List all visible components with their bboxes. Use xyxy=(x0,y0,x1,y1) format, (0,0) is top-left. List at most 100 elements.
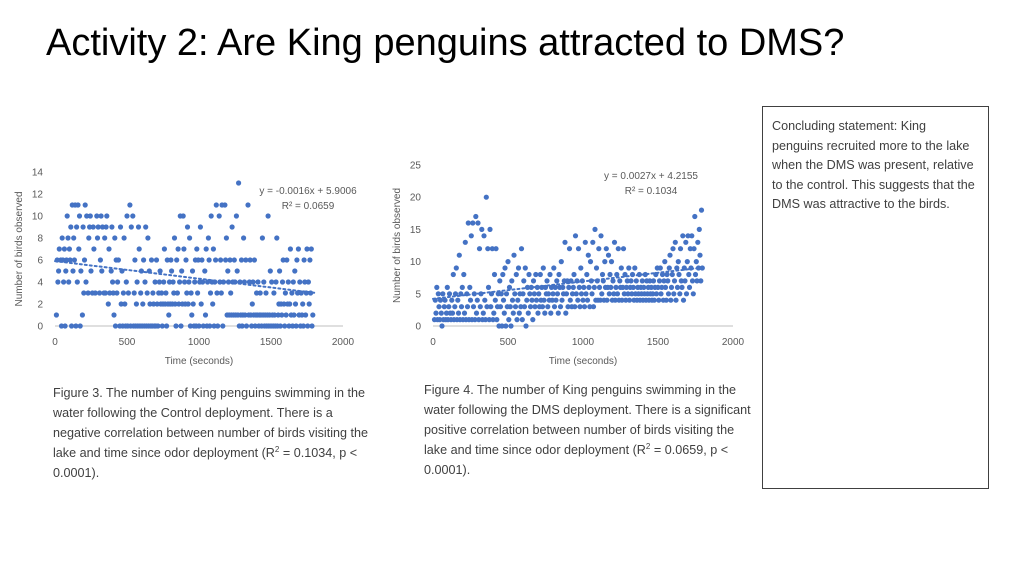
data-point xyxy=(121,235,127,241)
data-point xyxy=(625,291,631,297)
data-point xyxy=(480,310,486,316)
data-point xyxy=(64,213,70,219)
data-point xyxy=(590,239,596,245)
data-point xyxy=(263,290,269,296)
data-point xyxy=(107,290,113,296)
data-point xyxy=(132,257,138,263)
data-point xyxy=(299,312,305,318)
data-point xyxy=(674,284,681,290)
data-point xyxy=(491,271,498,278)
data-point xyxy=(482,297,488,303)
data-point xyxy=(285,279,291,285)
data-point xyxy=(205,235,211,241)
data-point xyxy=(187,323,193,329)
data-point xyxy=(277,323,283,329)
data-point xyxy=(671,291,677,297)
data-point xyxy=(246,279,252,285)
data-point xyxy=(269,279,275,285)
data-point xyxy=(200,323,206,329)
data-point xyxy=(692,213,698,220)
data-point xyxy=(608,284,614,290)
data-point xyxy=(271,290,277,296)
data-point xyxy=(110,290,116,296)
data-point xyxy=(117,224,124,230)
data-point xyxy=(589,291,595,297)
data-point xyxy=(459,284,465,290)
data-point xyxy=(683,239,689,245)
data-point xyxy=(234,268,240,274)
data-point xyxy=(452,304,458,310)
data-point xyxy=(437,317,443,323)
data-point xyxy=(196,323,202,329)
data-point xyxy=(80,224,86,230)
data-point xyxy=(605,252,612,258)
data-point xyxy=(435,291,441,297)
data-point xyxy=(67,257,73,263)
data-point xyxy=(572,233,579,239)
data-point xyxy=(222,202,228,208)
data-point xyxy=(79,312,85,318)
data-point xyxy=(503,291,510,297)
data-points xyxy=(431,194,705,329)
data-point xyxy=(465,220,471,226)
data-point xyxy=(563,291,570,297)
data-point xyxy=(92,290,98,296)
data-point xyxy=(130,213,136,219)
data-point xyxy=(476,317,482,323)
data-point xyxy=(497,304,504,310)
data-point xyxy=(66,279,72,285)
data-point xyxy=(547,271,553,278)
data-point xyxy=(661,278,667,284)
data-point xyxy=(147,301,153,307)
data-point xyxy=(572,304,578,310)
data-point xyxy=(485,246,491,252)
data-point xyxy=(249,323,255,329)
y-tick-label: 10 xyxy=(410,257,422,268)
data-point xyxy=(66,246,72,252)
data-point xyxy=(94,213,100,219)
data-point xyxy=(647,278,653,284)
data-point xyxy=(287,246,293,252)
data-point xyxy=(310,312,316,318)
data-point xyxy=(508,323,514,329)
data-point xyxy=(509,297,516,303)
data-point xyxy=(520,291,526,297)
data-point xyxy=(236,180,242,186)
data-point xyxy=(658,291,664,297)
data-point xyxy=(512,304,519,310)
data-point xyxy=(213,202,219,208)
data-point xyxy=(581,284,587,290)
trendline-equation: y = 0.0027x + 4.2155 xyxy=(604,171,698,182)
data-point xyxy=(118,301,124,307)
data-points xyxy=(53,180,316,329)
data-point xyxy=(135,224,142,230)
data-point xyxy=(537,271,543,278)
data-point xyxy=(163,290,169,296)
data-point xyxy=(639,278,645,284)
data-point xyxy=(446,304,452,310)
data-point xyxy=(303,312,309,318)
data-point xyxy=(698,207,705,213)
data-point xyxy=(170,279,176,285)
data-point xyxy=(521,304,528,310)
figure-4-caption-text: Figure 4. The number of King penguins sw… xyxy=(424,383,751,457)
figure-3-caption-stats: = 0.1034, p < 0.0001). xyxy=(53,446,358,480)
data-point xyxy=(446,291,453,297)
data-point xyxy=(63,257,70,263)
data-point xyxy=(500,271,506,278)
data-point xyxy=(533,271,539,278)
data-point xyxy=(680,233,686,239)
data-point xyxy=(458,304,465,310)
data-point xyxy=(136,246,142,252)
data-point xyxy=(171,235,178,241)
data-point xyxy=(470,220,476,226)
data-point xyxy=(584,297,591,303)
data-point xyxy=(621,291,627,297)
data-point xyxy=(110,279,116,285)
data-point xyxy=(131,290,137,296)
data-point xyxy=(510,310,516,316)
x-tick-label: 500 xyxy=(119,337,136,348)
y-tick-label: 0 xyxy=(415,322,421,333)
figure-3-caption: Figure 3. The number of King penguins sw… xyxy=(53,383,373,483)
